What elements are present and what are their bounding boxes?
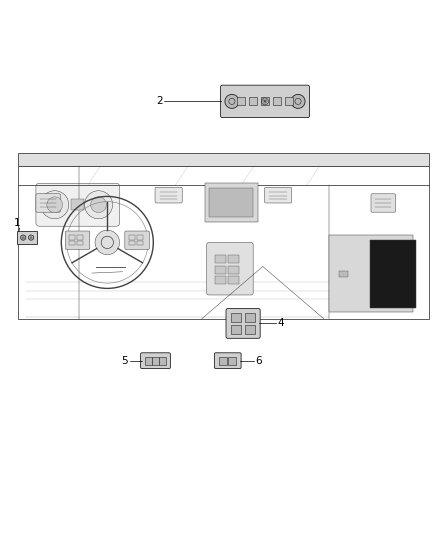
Circle shape — [41, 191, 69, 219]
Bar — [370, 240, 416, 308]
Bar — [228, 276, 239, 284]
Bar — [339, 271, 348, 278]
FancyBboxPatch shape — [65, 231, 90, 249]
Bar — [228, 357, 236, 365]
Circle shape — [47, 197, 63, 213]
Circle shape — [291, 94, 305, 108]
Circle shape — [91, 197, 106, 213]
Text: 6: 6 — [255, 356, 262, 366]
Bar — [129, 236, 135, 240]
FancyBboxPatch shape — [205, 183, 258, 222]
Text: 4: 4 — [277, 318, 284, 328]
FancyBboxPatch shape — [371, 194, 396, 212]
FancyBboxPatch shape — [265, 187, 292, 203]
Bar — [77, 236, 83, 240]
Bar — [145, 357, 152, 365]
Circle shape — [28, 235, 34, 240]
Circle shape — [21, 235, 26, 240]
Bar — [209, 188, 253, 217]
Circle shape — [85, 191, 113, 219]
Circle shape — [95, 230, 120, 255]
FancyBboxPatch shape — [329, 235, 413, 312]
FancyBboxPatch shape — [17, 231, 37, 244]
FancyBboxPatch shape — [125, 231, 149, 249]
Bar — [219, 357, 227, 365]
Circle shape — [225, 94, 239, 108]
FancyBboxPatch shape — [220, 85, 309, 118]
Bar — [231, 313, 241, 322]
FancyBboxPatch shape — [36, 183, 120, 226]
Bar — [69, 241, 75, 246]
Bar — [261, 98, 269, 106]
Bar — [18, 154, 429, 166]
Bar — [215, 255, 226, 263]
Bar — [285, 98, 293, 106]
Text: 2: 2 — [156, 96, 163, 107]
Bar — [245, 313, 255, 322]
Bar — [137, 241, 143, 246]
Bar — [245, 325, 255, 334]
Bar — [152, 357, 159, 365]
FancyBboxPatch shape — [155, 187, 182, 203]
Bar — [77, 241, 83, 246]
Bar — [228, 265, 239, 273]
Bar — [159, 357, 166, 365]
Bar — [272, 98, 281, 106]
Bar — [71, 199, 84, 211]
Bar — [237, 98, 245, 106]
Bar — [129, 241, 135, 246]
Text: 1: 1 — [13, 217, 20, 228]
Bar — [215, 276, 226, 284]
Bar — [215, 265, 226, 273]
FancyBboxPatch shape — [214, 353, 241, 368]
FancyBboxPatch shape — [226, 309, 260, 338]
Bar — [231, 325, 241, 334]
FancyBboxPatch shape — [36, 194, 60, 212]
Text: 5: 5 — [121, 356, 128, 366]
FancyBboxPatch shape — [141, 353, 170, 368]
Bar — [137, 236, 143, 240]
Bar — [69, 236, 75, 240]
Bar — [248, 98, 257, 106]
Bar — [228, 255, 239, 263]
FancyBboxPatch shape — [207, 243, 253, 295]
